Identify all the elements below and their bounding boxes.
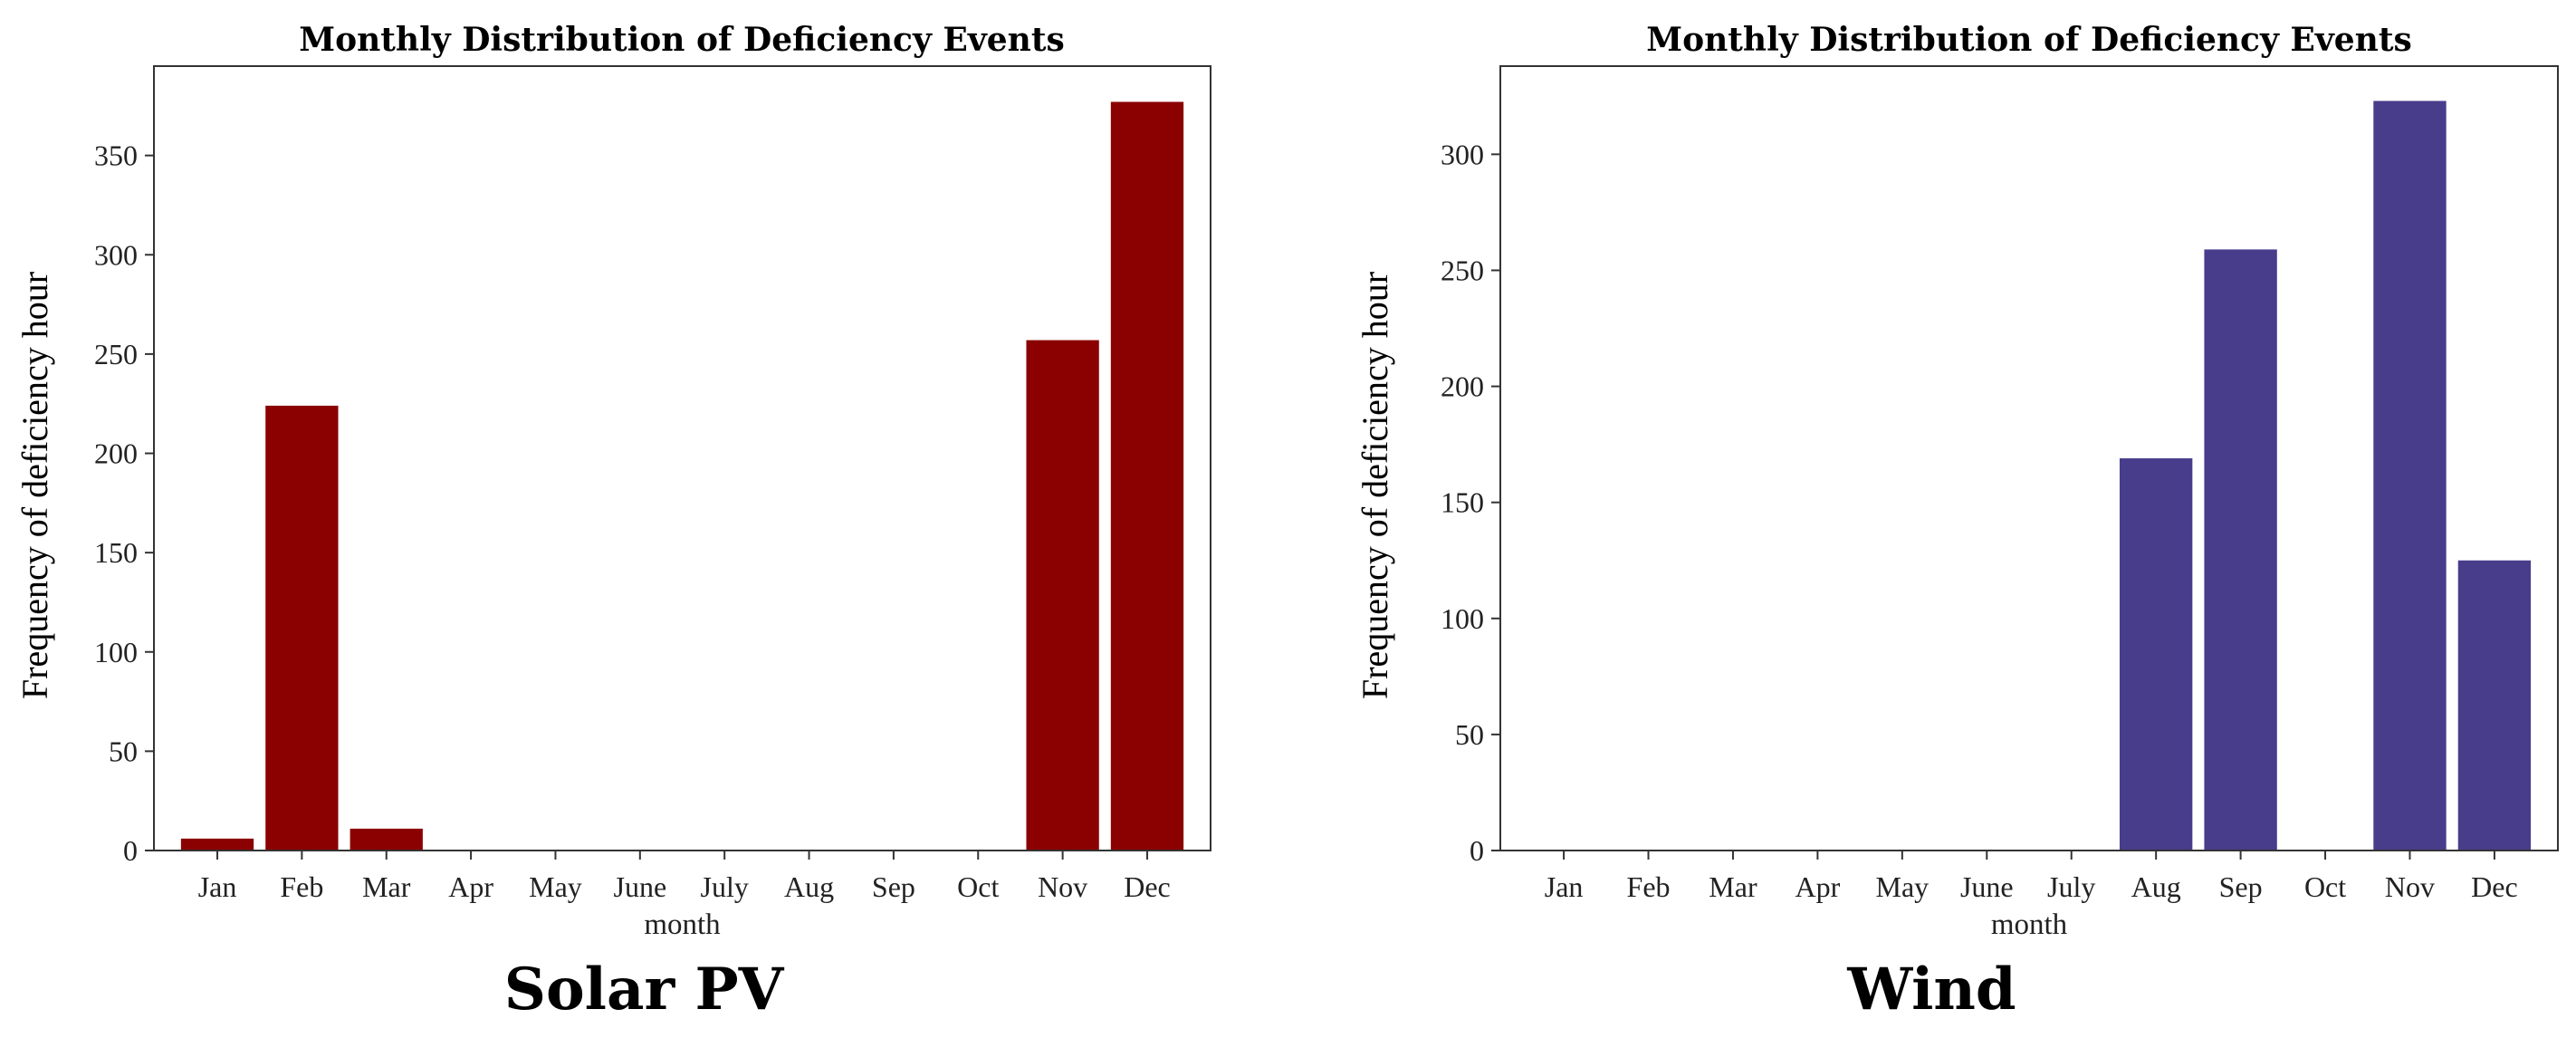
x-tick-label: May xyxy=(529,870,582,903)
y-tick-label: 300 xyxy=(1441,138,1484,170)
x-tick-label: Mar xyxy=(362,870,411,903)
plot-frame xyxy=(153,65,1211,851)
x-tick-label: Sep xyxy=(2219,870,2263,903)
bar-dec xyxy=(2457,560,2532,851)
plot-frame xyxy=(1499,65,2559,851)
bar-nov xyxy=(1026,340,1099,851)
x-tick-label: Jan xyxy=(198,870,237,903)
x-tick-label: Dec xyxy=(1124,870,1171,903)
y-tick-label: 0 xyxy=(123,834,138,867)
x-tick-label: Dec xyxy=(2471,870,2518,903)
x-tick-label: Nov xyxy=(2385,870,2435,903)
y-tick-label: 350 xyxy=(94,139,138,172)
solar-pv-caption: Solar PV xyxy=(503,956,784,1024)
y-axis-label: Frequency of deficiency hour xyxy=(1355,272,1395,699)
x-tick-label: Feb xyxy=(280,870,323,903)
x-tick-label: Nov xyxy=(1038,870,1087,903)
x-tick-label: Sep xyxy=(872,870,915,903)
chart-title: Monthly Distribution of Deficiency Event… xyxy=(299,21,1064,59)
y-tick-label: 100 xyxy=(94,636,138,668)
y-tick-label: 50 xyxy=(109,735,138,767)
y-tick-label: 250 xyxy=(94,338,138,370)
y-tick-label: 0 xyxy=(1470,834,1484,867)
y-tick-label: 300 xyxy=(94,238,138,271)
wind-chart: Monthly Distribution of Deficiency Event… xyxy=(1355,21,2559,941)
x-tick-label: May xyxy=(1876,870,1930,903)
bar-nov xyxy=(2373,101,2447,851)
y-tick-label: 250 xyxy=(1441,254,1484,286)
solar-pv-panel: Monthly Distribution of Deficiency Event… xyxy=(14,21,1211,1024)
x-tick-label: Aug xyxy=(784,870,834,903)
x-tick-label: Oct xyxy=(957,870,999,903)
bar-feb xyxy=(265,405,339,851)
x-tick-label: Mar xyxy=(1709,870,1757,903)
y-tick-label: 200 xyxy=(94,437,138,470)
chart-title: Monthly Distribution of Deficiency Event… xyxy=(1646,21,2411,59)
bar-aug xyxy=(2119,458,2193,851)
bar-jan xyxy=(180,838,254,851)
y-tick-label: 150 xyxy=(94,536,138,569)
wind-panel: Monthly Distribution of Deficiency Event… xyxy=(1288,0,2576,1038)
x-tick-label: Oct xyxy=(2304,870,2346,903)
x-tick-label: July xyxy=(701,870,749,903)
y-tick-label: 50 xyxy=(1455,718,1484,751)
x-tick-label: June xyxy=(613,870,666,903)
bar-sep xyxy=(2204,249,2277,851)
bar-mar xyxy=(350,828,423,851)
y-axis-label: Frequency of deficiency hour xyxy=(14,272,55,699)
x-tick-label: June xyxy=(1960,870,2014,903)
y-tick-label: 200 xyxy=(1441,370,1484,403)
x-tick-label: Feb xyxy=(1627,870,1671,903)
wind-caption: Wind xyxy=(1847,956,2016,1024)
x-axis-label: month xyxy=(644,908,721,941)
x-tick-label: Aug xyxy=(2131,870,2181,903)
x-tick-label: July xyxy=(2047,870,2095,903)
x-tick-label: Apr xyxy=(448,870,493,903)
y-tick-label: 150 xyxy=(1441,486,1484,519)
solar-pv-chart: Monthly Distribution of Deficiency Event… xyxy=(14,21,1211,941)
x-tick-label: Apr xyxy=(1796,870,1841,903)
x-axis-label: month xyxy=(1991,908,2068,941)
y-tick-label: 100 xyxy=(1441,602,1484,635)
bar-dec xyxy=(1110,101,1184,851)
x-tick-label: Jan xyxy=(1545,870,1584,903)
